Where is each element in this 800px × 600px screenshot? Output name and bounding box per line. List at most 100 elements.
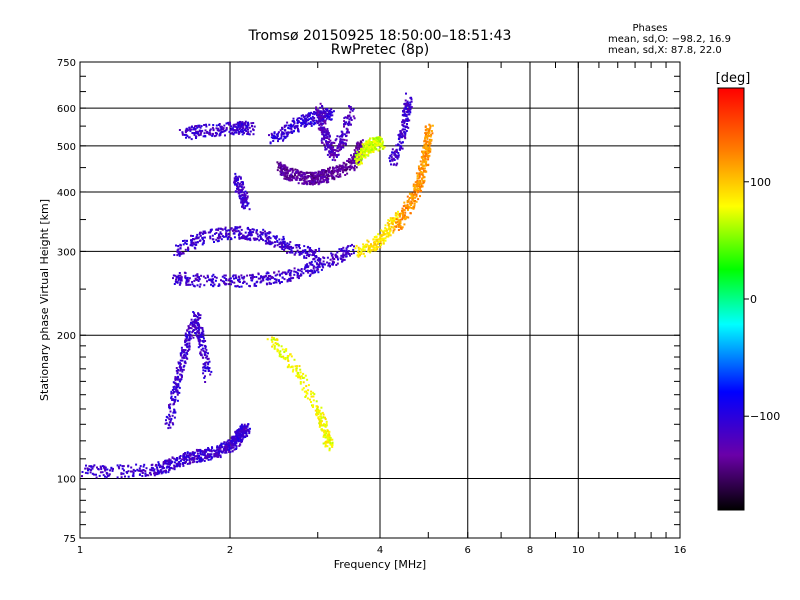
echo-point [189,454,192,457]
echo-point [360,151,362,154]
echo-point [342,256,345,258]
echo-point [322,108,325,111]
echo-point [428,138,431,141]
echo-point [310,173,312,176]
echo-point [336,262,339,265]
echo-point [304,173,307,176]
echo-point [199,344,202,347]
echo-point [217,237,220,240]
echo-point [321,429,324,432]
echo-point [299,382,302,385]
echo-point [350,159,353,162]
echo-point [164,459,167,462]
echo-point [324,146,327,149]
echo-point [120,476,123,479]
echo-point [197,339,200,342]
echo-point [324,110,327,113]
echo-point [237,440,240,443]
echo-point [243,430,246,433]
echo-point [371,141,373,143]
echo-point [265,240,267,243]
echo-point [317,178,319,181]
echo-point [367,139,370,142]
echo-point [390,158,393,161]
echo-point [185,344,188,347]
echo-point [238,121,241,124]
echo-point [303,125,306,128]
echo-point [427,164,430,167]
echo-point [246,425,249,428]
echo-point [315,120,318,123]
echo-point [257,277,260,280]
echo-point [192,320,195,323]
echo-point [313,117,316,119]
echo-point [195,320,198,323]
echo-point [195,235,198,238]
echo-point [296,175,299,178]
echo-point [369,246,372,249]
echo-point [382,241,385,244]
echo-point [373,248,376,251]
echo-point [361,139,364,142]
echo-point [413,189,416,192]
echo-point [419,171,422,174]
echo-point [308,270,311,272]
echo-point [323,423,325,426]
echo-point [215,228,218,231]
echo-point [401,212,404,215]
echo-point [328,168,331,171]
echo-point [204,375,206,378]
echo-point [265,237,268,240]
echo-point [406,108,409,111]
echo-point [353,169,356,172]
echo-point [373,241,376,244]
echo-point [309,121,312,124]
echo-point [358,144,361,147]
echo-point [227,279,230,282]
echo-point [186,329,189,332]
echo-point [344,164,347,167]
echo-point [391,223,394,226]
echo-point [427,158,430,161]
echo-point [289,271,292,274]
echo-point [187,348,190,351]
echo-point [310,401,312,403]
echo-point [311,174,314,177]
echo-point [330,252,333,255]
echo-point [397,143,400,146]
echo-point [341,133,344,135]
echo-point [367,240,370,243]
echo-point [389,227,392,230]
echo-point [336,256,339,259]
echo-point [348,252,350,255]
echo-point [221,228,224,231]
echo-point [345,252,348,255]
echo-point [179,455,182,457]
echo-point [236,181,239,184]
echo-point [194,326,197,329]
echo-point [104,469,107,472]
echo-point [360,140,363,143]
echo-point [260,232,263,234]
echo-point [237,125,240,128]
echo-point [311,249,314,252]
echo-point [419,195,421,198]
echo-point [175,377,178,380]
echo-point [324,171,327,174]
echo-point [110,466,113,469]
echo-point [298,121,301,124]
echo-point [201,238,204,241]
echo-point [394,150,396,153]
echo-point [145,467,148,470]
echo-point [184,341,187,344]
echo-point [213,275,216,278]
echo-point [423,139,426,142]
echo-point [184,340,187,342]
echo-point [309,117,312,120]
echo-point [287,124,290,127]
echo-point [195,132,198,135]
echo-point [227,122,230,124]
x-tick-label: 10 [572,545,585,556]
x-tick-label: 8 [527,545,533,556]
echo-point [227,235,230,238]
